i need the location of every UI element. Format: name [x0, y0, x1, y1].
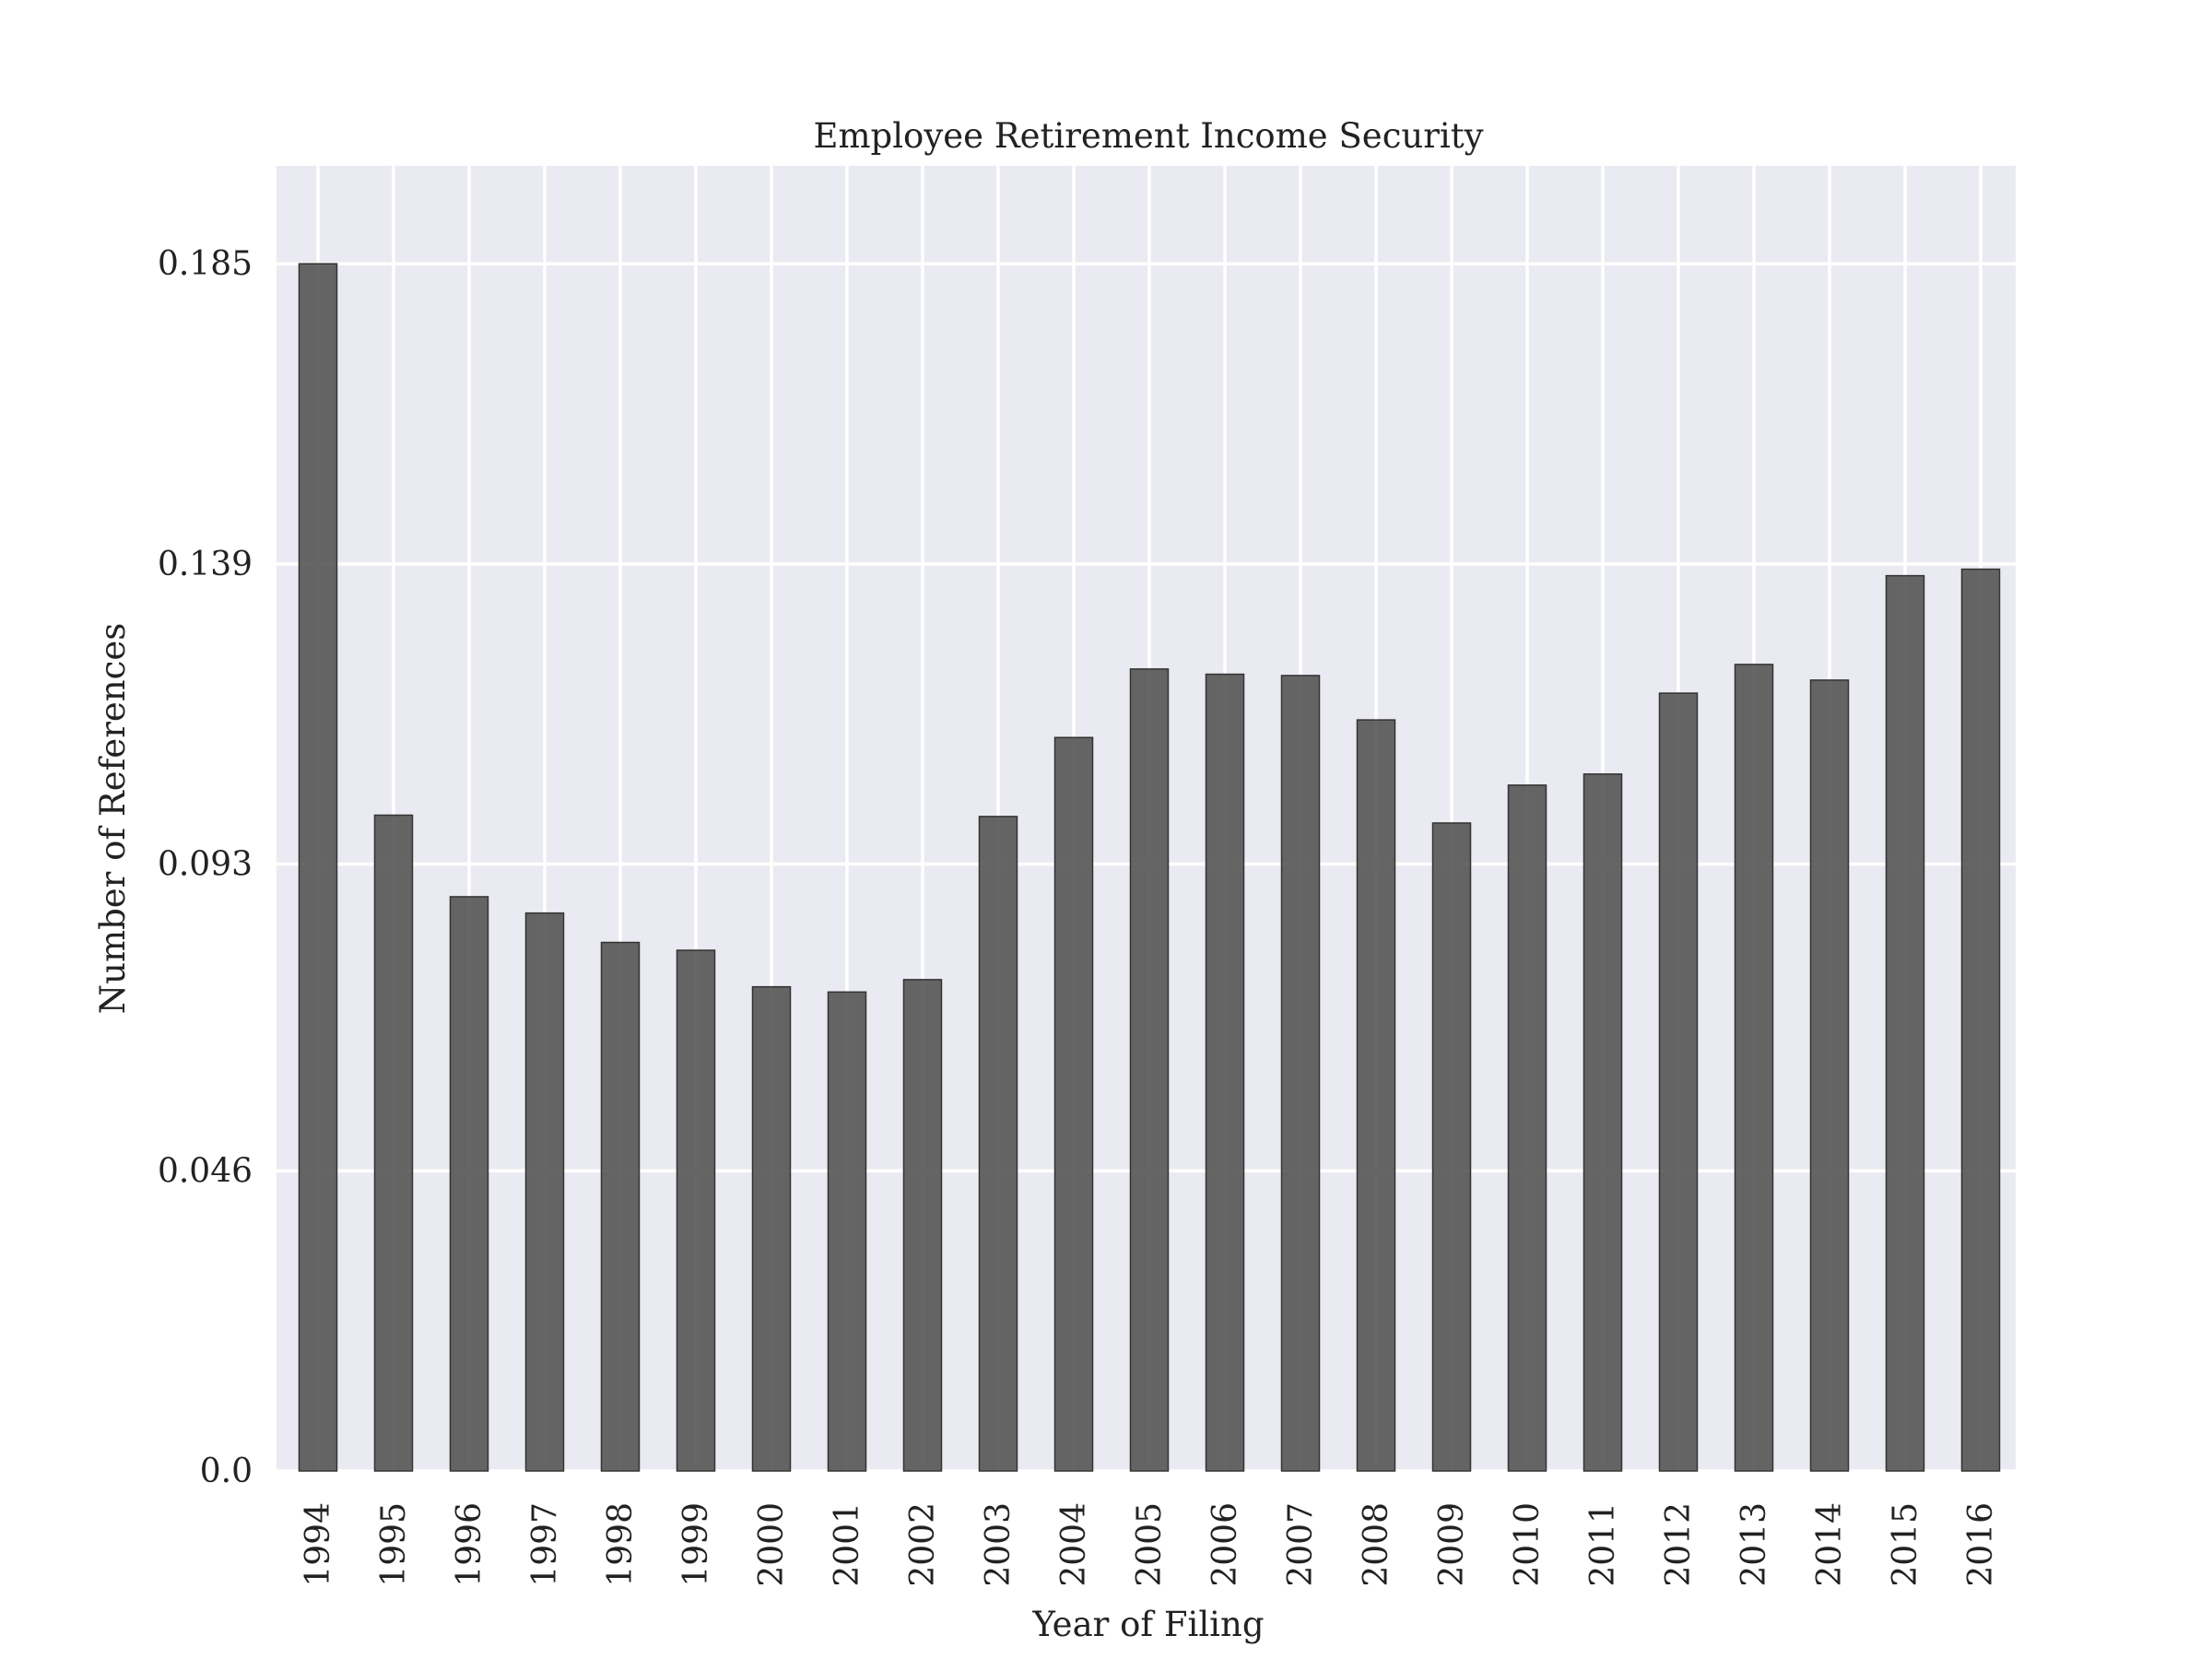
x-tick-label: 2010 [1509, 1502, 1547, 1587]
x-tick-label: 1997 [526, 1502, 564, 1587]
bar-1994 [298, 263, 338, 1472]
x-tick-label: 2009 [1433, 1502, 1471, 1587]
x-tick-label: 2013 [1735, 1502, 1773, 1587]
x-tick-label: 2006 [1206, 1502, 1244, 1587]
x-tick-label: 2011 [1584, 1502, 1622, 1587]
y-tick-labels: 0.0 0.046 0.093 0.139 0.185 [158, 245, 253, 1490]
bar-2000 [751, 985, 792, 1472]
x-tick-label: 1995 [375, 1502, 413, 1587]
y-axis-title: Number of References [93, 623, 133, 1014]
x-tick-label: 1999 [677, 1502, 715, 1587]
x-tick-label: 2007 [1282, 1502, 1320, 1587]
x-tick-label: 2004 [1055, 1502, 1093, 1587]
y-tick-label: 0.185 [158, 245, 253, 283]
bar-2008 [1356, 719, 1396, 1472]
x-tick-label: 2005 [1131, 1502, 1169, 1587]
chart-title: Employee Retirement Income Security [813, 116, 1483, 156]
x-tick-labels: 1994 1995 1996 1997 1998 1999 2000 2001 2002 2003… [300, 1502, 2000, 1587]
bar-2010 [1507, 784, 1547, 1472]
x-tick-label: 1996 [451, 1502, 488, 1587]
y-tick-label: 0.0 [200, 1453, 253, 1490]
bar-2007 [1280, 675, 1321, 1472]
bar-1996 [449, 896, 489, 1472]
bar-1997 [524, 912, 565, 1472]
bar-2015 [1885, 574, 1925, 1472]
bar-2012 [1658, 692, 1699, 1472]
bars [298, 263, 2001, 1472]
bar-2011 [1583, 773, 1623, 1472]
x-axis-title: Year of Filing [1031, 1605, 1264, 1644]
bar-2005 [1129, 668, 1170, 1472]
y-tick-label: 0.093 [158, 846, 253, 884]
bar-2002 [902, 979, 943, 1472]
x-tick-label: 2015 [1887, 1502, 1924, 1587]
bar-2014 [1809, 679, 1850, 1472]
x-tick-label: 1994 [300, 1502, 337, 1587]
y-tick-label: 0.046 [158, 1152, 253, 1190]
x-tick-label: 2002 [904, 1502, 942, 1587]
bar-2003 [978, 816, 1018, 1472]
bar-2006 [1205, 673, 1245, 1472]
bar-1998 [600, 941, 641, 1472]
x-tick-label: 2016 [1962, 1502, 2000, 1587]
bar-2016 [1960, 568, 2001, 1472]
x-tick-label: 1998 [602, 1502, 640, 1587]
bar-1999 [676, 949, 716, 1472]
x-tick-label: 2008 [1358, 1502, 1395, 1587]
bar-2009 [1431, 822, 1472, 1472]
bar-2001 [827, 991, 867, 1472]
x-tick-label: 2003 [980, 1502, 1018, 1587]
bar-2013 [1734, 664, 1774, 1472]
bar-2004 [1053, 736, 1094, 1472]
bar-1995 [373, 814, 414, 1472]
x-tick-label: 2012 [1660, 1502, 1698, 1587]
y-tick-label: 0.139 [158, 546, 253, 583]
x-tick-label: 2014 [1811, 1502, 1849, 1587]
x-tick-label: 2000 [753, 1502, 791, 1587]
x-tick-label: 2001 [829, 1502, 866, 1587]
